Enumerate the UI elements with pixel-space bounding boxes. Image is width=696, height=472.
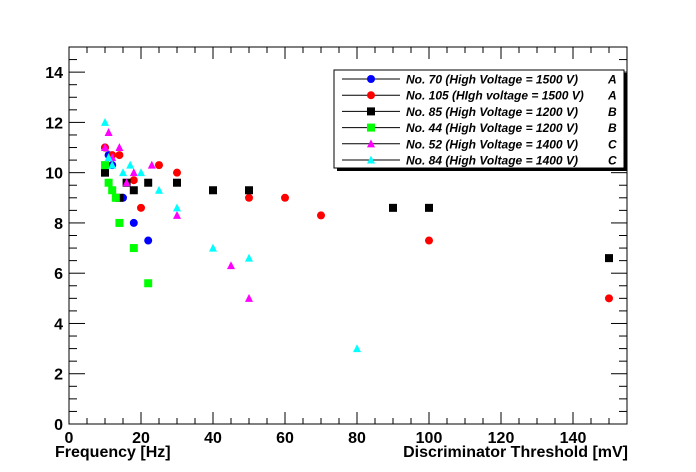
legend-label: No. 52 (High Voltage = 1400 V) [406,137,578,151]
data-point [155,161,163,170]
series-5 [101,128,253,302]
axes-group: 0 20 40 60 80 100 120 140 0 2 4 6 8 10 12 14 [45,46,628,447]
data-point [101,118,109,126]
x-tick-label: 140 [560,430,587,447]
x-tick-label: 0 [65,430,74,447]
data-point [144,236,153,245]
data-point [115,151,124,160]
legend-label: No. 70 (High Voltage = 1500 V) [406,73,578,87]
data-point [173,168,181,177]
x-tick-label: 80 [348,430,366,447]
data-point [209,186,217,195]
series-2 [101,143,613,303]
data-point [101,143,109,152]
x-tick-label: 60 [276,430,294,447]
data-point [115,218,124,227]
data-point [119,168,127,177]
data-point [108,160,117,169]
y-tick-label: 12 [45,115,63,132]
data-point [129,186,138,195]
data-point [281,193,289,202]
y-tick-label: 0 [54,417,63,434]
data-point [605,294,613,303]
data-point [173,203,181,212]
x-axis-label: Discriminator Threshold [mV] [403,444,628,461]
series-6 [101,118,361,353]
legend-tag: B [608,121,617,135]
data-point [144,279,153,288]
data-point [115,143,124,152]
legend-tag: C [608,154,617,168]
legend-marker [367,107,375,116]
data-point [245,186,253,195]
data-point [227,261,235,270]
legend-marker [367,139,375,148]
data-point [173,178,181,187]
data-point [245,253,253,262]
frequency-axis-label: Frequency [Hz] [55,444,171,461]
data-point [425,236,433,245]
legend-marker [367,75,375,83]
x-tick-label: 20 [132,430,150,447]
data-point [245,293,253,302]
x-tick-label: 40 [204,430,222,447]
data-point [104,178,113,187]
legend-marker [367,123,375,132]
data-point [425,203,433,212]
data-point [122,178,131,187]
y-tick-label: 2 [54,367,63,384]
legend-marker [367,91,375,100]
data-point [101,161,109,170]
y-tick-label: 8 [54,216,63,233]
legend-label: No. 44 (High Voltage = 1200 V) [406,121,578,135]
legend-box [333,69,625,169]
data-point [147,160,156,169]
data-point [245,193,253,202]
y-tick-label: 14 [45,65,63,82]
legend-tag: C [608,137,617,151]
data-point [353,344,361,353]
data-point [129,218,138,227]
data-point [104,128,113,136]
data-point [317,211,325,220]
data-point [104,153,113,162]
data-point [129,244,138,253]
data-point [137,203,145,212]
data-point [108,186,117,195]
data-point [111,193,120,202]
data-point [605,254,613,263]
legend-tag: A [607,89,617,103]
data-point [144,178,153,187]
legend-tag: A [607,73,617,87]
data-point [129,168,138,177]
data-point [155,185,163,194]
legend-label: No. 105 (HIgh voltage = 1500 V) [406,89,584,103]
legend-tag: B [608,105,617,119]
data-marks-group [101,118,613,353]
legend-label: No. 84 (High Voltage = 1400 V) [406,154,578,168]
legend: No. 70 (High Voltage = 1500 V) A No. 105 (… [333,69,627,171]
data-point [389,203,397,212]
data-point [137,168,145,177]
data-point [173,210,181,219]
data-point [126,160,135,169]
series-4 [101,161,153,288]
y-tick-label: 4 [54,316,63,333]
x-tick-label: 100 [416,430,443,447]
y-tick-label: 10 [45,166,63,183]
legend-label: No. 85 (High Voltage = 1200 V) [406,105,578,119]
y-tick-label: 6 [54,266,63,283]
data-point [101,168,109,177]
legend-marker [367,155,375,164]
data-point [209,243,217,252]
x-tick-label: 120 [488,430,515,447]
data-point [129,176,138,185]
